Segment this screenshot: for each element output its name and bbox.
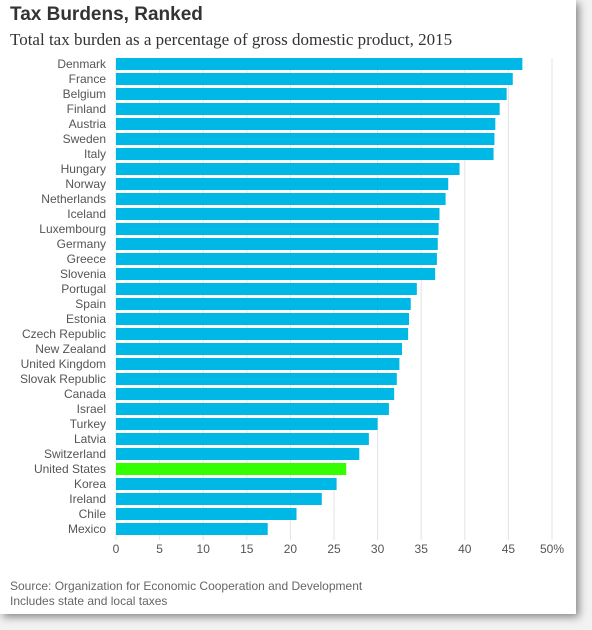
category-label: Norway — [65, 177, 106, 191]
category-label: Ireland — [69, 492, 106, 506]
bar-denmark — [116, 58, 523, 70]
bar-mexico — [116, 523, 268, 535]
category-label: Czech Republic — [22, 327, 106, 341]
source-text: Source: Organization for Economic Cooper… — [10, 579, 363, 593]
x-tick-label: 45 — [502, 542, 516, 556]
bar-ireland — [116, 493, 322, 505]
x-axis-ticks: 0 5 10 15 20 25 30 35 40 45 50% — [113, 542, 565, 556]
x-tick-label: 10 — [197, 542, 211, 556]
bar-slovak-republic — [116, 373, 397, 385]
bar-slovenia — [116, 268, 436, 280]
category-label: Austria — [69, 117, 107, 131]
category-label: Canada — [64, 387, 106, 401]
bar-finland — [116, 103, 500, 115]
category-labels: DenmarkFranceBelgiumFinlandAustriaSweden… — [20, 57, 107, 536]
category-label: Chile — [79, 507, 107, 521]
bar-luxembourg — [116, 223, 439, 235]
bar-estonia — [116, 313, 409, 325]
bar-chile — [116, 508, 297, 520]
category-label: Sweden — [63, 132, 106, 146]
category-label: New Zealand — [35, 342, 106, 356]
source-note: Source: Organization for Economic Cooper… — [10, 579, 362, 609]
category-label: Denmark — [57, 57, 107, 71]
category-label: United States — [34, 462, 106, 476]
bar-germany — [116, 238, 438, 250]
bar-italy — [116, 148, 494, 160]
bar-chart: DenmarkFranceBelgiumFinlandAustriaSweden… — [20, 57, 565, 556]
category-label: Israel — [77, 402, 106, 416]
category-label: Mexico — [68, 522, 106, 536]
category-label: Luxembourg — [39, 222, 106, 236]
bar-korea — [116, 478, 337, 490]
category-label: Korea — [74, 477, 106, 491]
category-label: Switzerland — [44, 447, 106, 461]
category-label: Latvia — [74, 432, 106, 446]
x-tick-label: 30 — [371, 542, 385, 556]
category-label: Hungary — [61, 162, 106, 176]
bar-new-zealand — [116, 343, 403, 355]
bar-czech-republic — [116, 328, 409, 340]
category-label: Germany — [57, 237, 106, 251]
category-label: Spain — [75, 297, 106, 311]
bar-turkey — [116, 418, 378, 430]
chart-subtitle: Total tax burden as a percentage of gros… — [10, 30, 453, 49]
bar-latvia — [116, 433, 369, 445]
category-label: Netherlands — [41, 192, 106, 206]
category-label: Slovenia — [60, 267, 106, 281]
category-label: Slovak Republic — [20, 372, 106, 386]
x-tick-label: 5 — [156, 542, 163, 556]
bar-united-kingdom — [116, 358, 400, 370]
bar-sweden — [116, 133, 495, 145]
category-label: France — [69, 72, 107, 86]
bar-canada — [116, 388, 395, 400]
bar-france — [116, 73, 513, 85]
category-label: Turkey — [70, 417, 106, 431]
category-label: United Kingdom — [21, 357, 106, 371]
x-tick-label: 50% — [540, 542, 564, 556]
bar-greece — [116, 253, 437, 265]
bars — [116, 58, 523, 535]
category-label: Portugal — [61, 282, 106, 296]
bar-israel — [116, 403, 389, 415]
x-tick-label: 35 — [415, 542, 429, 556]
chart-card: Tax Burdens, Ranked Total tax burden as … — [0, 0, 576, 614]
bar-belgium — [116, 88, 507, 100]
bar-norway — [116, 178, 449, 190]
category-label: Greece — [67, 252, 107, 266]
x-tick-label: 25 — [327, 542, 341, 556]
x-tick-label: 20 — [284, 542, 298, 556]
category-label: Italy — [84, 147, 106, 161]
category-label: Finland — [67, 102, 106, 116]
category-label: Iceland — [67, 207, 106, 221]
bar-netherlands — [116, 193, 446, 205]
x-tick-label: 40 — [458, 542, 472, 556]
footnote-text: Includes state and local taxes — [10, 594, 168, 608]
bar-portugal — [116, 283, 417, 295]
bar-switzerland — [116, 448, 360, 460]
bar-spain — [116, 298, 411, 310]
category-label: Belgium — [63, 87, 106, 101]
x-tick-label: 15 — [240, 542, 254, 556]
x-tick-label: 0 — [113, 542, 120, 556]
category-label: Estonia — [66, 312, 106, 326]
bar-iceland — [116, 208, 440, 220]
bar-austria — [116, 118, 496, 130]
bar-hungary — [116, 163, 460, 175]
bar-united-states — [116, 463, 347, 475]
chart-title: Tax Burdens, Ranked — [10, 4, 203, 25]
